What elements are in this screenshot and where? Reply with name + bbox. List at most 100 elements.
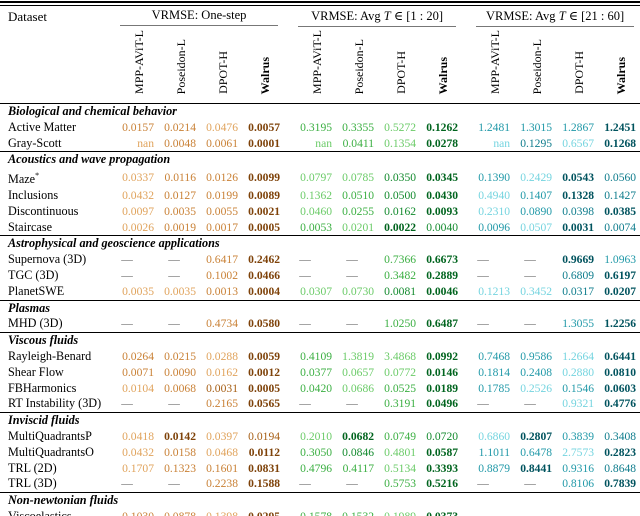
section-row: Plasmas <box>0 299 640 317</box>
value-cell: 0.5134 <box>384 461 417 475</box>
value-cell: nan <box>493 136 511 150</box>
value-cell: 0.0560 <box>604 171 637 185</box>
missing-value-cell: — <box>121 317 133 331</box>
section-label: Viscous fluids <box>0 332 640 350</box>
value-cell: 0.1785 <box>478 381 511 395</box>
missing-value-cell: — <box>556 509 598 516</box>
dataset-name: Gray-Scott <box>8 135 62 150</box>
section-row: Acoustics and wave propagation <box>0 151 640 169</box>
value-cell: 0.0127 <box>164 189 196 203</box>
value-cell: 0.1362 <box>300 189 333 203</box>
value-cell: 0.6567 <box>562 136 595 150</box>
dataset-name: TRL (2D) <box>8 460 57 475</box>
missing-value-cell: — <box>524 269 536 283</box>
value-cell: 0.0720 <box>426 430 459 443</box>
value-cell: 0.0142 <box>164 430 196 443</box>
dataset-name: Inclusions <box>8 188 59 203</box>
value-cell: 0.0104 <box>122 381 154 395</box>
value-cell: 0.6860 <box>478 430 511 443</box>
value-cell: 0.0189 <box>426 381 459 395</box>
value-cell: 0.0992 <box>426 350 459 364</box>
value-cell: 0.0846 <box>342 445 375 459</box>
value-cell: 0.0603 <box>604 381 637 395</box>
value-cell: 0.3452 <box>520 284 553 298</box>
table-row: Rayleigh-Benard 0.0264 0.0215 0.0288 0.0059 0… <box>0 349 640 365</box>
table-row: RT Instability (3D) — — 0.2165 0.0565 — — 0.319… <box>0 396 640 412</box>
section-label: Acoustics and wave propagation <box>0 151 640 169</box>
value-cell: 0.6673 <box>426 253 459 267</box>
value-cell: 0.0373 <box>420 509 462 516</box>
value-cell: 0.4734 <box>206 317 238 331</box>
value-cell: 0.4776 <box>604 397 637 411</box>
value-cell: 0.9669 <box>562 253 595 267</box>
group-title: VRMSE: Avg T ∈ [1 : 20] <box>284 6 462 27</box>
value-cell: 0.7468 <box>478 350 511 364</box>
value-cell: 0.2238 <box>206 477 238 491</box>
value-cell: 0.0345 <box>426 171 459 185</box>
dataset-name: Shear Flow <box>8 364 64 379</box>
value-cell: 0.1588 <box>248 477 281 491</box>
value-cell: 0.0059 <box>248 350 281 364</box>
value-cell: 1.3819 <box>342 350 375 364</box>
value-cell: 0.0093 <box>426 204 459 218</box>
value-cell: 0.3191 <box>384 397 417 411</box>
value-cell: 0.0507 <box>520 220 553 234</box>
model-header-dpot-h: DPOT-H <box>394 51 409 94</box>
value-cell: 0.0046 <box>426 284 459 298</box>
value-cell: 0.0288 <box>206 350 238 364</box>
model-header-mpp-avit-l: MPP-AViT-L <box>132 30 146 94</box>
dataset-name: FBHarmonics <box>8 380 77 395</box>
table-row: PlanetSWE 0.0035 0.0035 0.0013 0.0004 0.0307 0… <box>0 284 640 300</box>
value-cell: 0.0199 <box>206 189 238 203</box>
value-cell: 0.0525 <box>384 381 417 395</box>
value-cell: 0.3355 <box>342 120 375 134</box>
missing-value-cell: — <box>346 477 358 491</box>
value-cell: 0.1295 <box>520 136 553 150</box>
value-cell: 0.0035 <box>122 284 154 298</box>
value-cell: 0.1328 <box>562 189 595 203</box>
value-cell: 0.0264 <box>122 350 154 364</box>
value-cell: 0.0201 <box>342 220 375 234</box>
value-cell: 0.0337 <box>122 171 154 185</box>
value-cell: 0.0001 <box>248 136 281 150</box>
dataset-name: TGC (3D) <box>8 268 59 283</box>
value-cell: 0.6441 <box>604 350 637 364</box>
value-cell: 0.1213 <box>478 284 511 298</box>
value-cell: 0.9316 <box>562 461 595 475</box>
value-cell: 0.3195 <box>300 120 333 134</box>
value-cell: 0.0005 <box>248 220 281 234</box>
value-cell: 0.1002 <box>206 269 238 283</box>
value-cell: 0.2429 <box>520 171 553 185</box>
value-cell: 0.0878 <box>158 509 200 516</box>
value-cell: 0.0749 <box>384 430 417 443</box>
dataset-name: Supernova (3D) <box>8 252 87 267</box>
table-row: MultiQuadrantsP 0.0418 0.0142 0.0397 0.0194 0… <box>0 429 640 445</box>
dataset-name: TRL (3D) <box>8 476 57 491</box>
table-row: TGC (3D) — — 0.1002 0.0466 — — 0.3482 0.2889 — — 0.… <box>0 268 640 284</box>
dataset-name: Rayleigh-Benard <box>8 349 92 364</box>
dataset-name: MHD (3D) <box>8 316 63 331</box>
value-cell: 0.2880 <box>562 365 595 379</box>
value-cell: 0.0146 <box>426 365 459 379</box>
value-cell: 0.0397 <box>206 430 238 443</box>
value-cell: 0.0017 <box>206 220 238 234</box>
value-cell: 1.3055 <box>562 317 595 331</box>
value-cell: 0.0317 <box>562 284 595 298</box>
value-cell: 0.4117 <box>342 461 375 475</box>
missing-value-cell: — <box>121 477 133 491</box>
value-cell: 0.6417 <box>206 253 238 267</box>
missing-value-cell: — <box>299 397 311 411</box>
missing-value-cell: — <box>121 397 133 411</box>
missing-value-cell: — <box>168 317 180 331</box>
value-cell: 0.0411 <box>342 136 375 150</box>
value-cell: 0.8648 <box>604 461 637 475</box>
value-cell: 0.0071 <box>122 365 154 379</box>
value-cell: 0.1578 <box>284 509 336 516</box>
value-cell: 0.0418 <box>122 430 154 443</box>
missing-value-cell: — <box>168 269 180 283</box>
value-cell: 0.0682 <box>342 430 375 443</box>
dataset-name: Viscoelastics <box>8 508 72 516</box>
value-cell: 0.0053 <box>300 220 333 234</box>
missing-value-cell: — <box>299 253 311 267</box>
value-cell: 0.1268 <box>604 136 637 150</box>
